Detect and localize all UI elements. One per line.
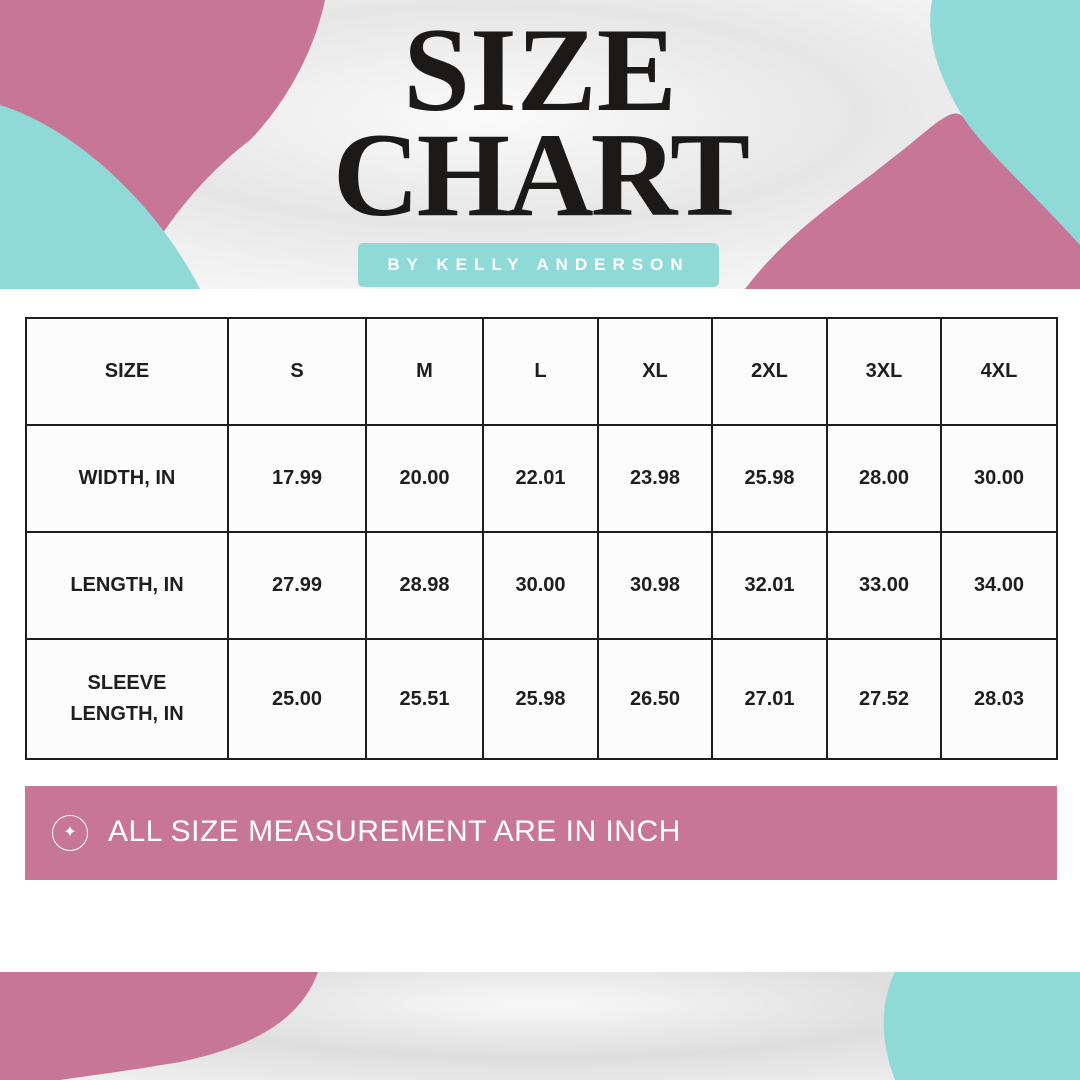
measurement-note-text: ALL SIZE MEASUREMENT ARE IN INCH <box>108 815 681 848</box>
header-cell: L <box>482 317 599 426</box>
header-cell: 2XL <box>711 317 828 426</box>
header-cell: S <box>227 317 367 426</box>
table-cell: 20.00 <box>365 424 484 533</box>
table-row: SLEEVE LENGTH, IN 25.00 25.51 25.98 26.5… <box>25 638 1058 760</box>
table-row: LENGTH, IN 27.99 28.98 30.00 30.98 32.01… <box>25 531 1058 640</box>
header-background <box>0 0 1080 289</box>
table-cell: 25.98 <box>711 424 828 533</box>
table-cell: 26.50 <box>597 638 713 760</box>
table-cell: 27.99 <box>227 531 367 640</box>
table-header-row: SIZE S M L XL 2XL 3XL 4XL <box>25 317 1058 426</box>
title-line-1: SIZE <box>403 3 677 136</box>
decorative-blobs-footer <box>0 972 1080 1080</box>
table-cell: 33.00 <box>826 531 942 640</box>
table-cell: 25.00 <box>227 638 367 760</box>
row-label: SLEEVE LENGTH, IN <box>25 638 229 760</box>
table-cell: 27.01 <box>711 638 828 760</box>
measurement-note-banner: ✦ ALL SIZE MEASUREMENT ARE IN INCH <box>25 786 1057 880</box>
table-cell: 25.51 <box>365 638 484 760</box>
header-cell: SIZE <box>25 317 229 426</box>
table-cell: 23.98 <box>597 424 713 533</box>
header-cell: M <box>365 317 484 426</box>
header-cell: 4XL <box>940 317 1058 426</box>
table-cell: 25.98 <box>482 638 599 760</box>
header-cell: 3XL <box>826 317 942 426</box>
table-cell: 28.03 <box>940 638 1058 760</box>
row-label: WIDTH, IN <box>25 424 229 533</box>
byline-badge: BY KELLY ANDERSON <box>358 243 719 287</box>
footer-background <box>0 972 1080 1080</box>
decorative-blobs <box>0 0 1080 289</box>
table-cell: 22.01 <box>482 424 599 533</box>
size-table: SIZE S M L XL 2XL 3XL 4XL WIDTH, IN 17.9… <box>25 317 1058 760</box>
table-cell: 32.01 <box>711 531 828 640</box>
table-cell: 17.99 <box>227 424 367 533</box>
title-line-2: CHART <box>332 108 750 241</box>
table-cell: 30.98 <box>597 531 713 640</box>
table-row: WIDTH, IN 17.99 20.00 22.01 23.98 25.98 … <box>25 424 1058 533</box>
table-cell: 30.00 <box>482 531 599 640</box>
sparkle-icon: ✦ <box>52 815 88 851</box>
table-cell: 28.98 <box>365 531 484 640</box>
table-cell: 34.00 <box>940 531 1058 640</box>
table-cell: 30.00 <box>940 424 1058 533</box>
header-cell: XL <box>597 317 713 426</box>
row-label: LENGTH, IN <box>25 531 229 640</box>
table-cell: 28.00 <box>826 424 942 533</box>
table-cell: 27.52 <box>826 638 942 760</box>
